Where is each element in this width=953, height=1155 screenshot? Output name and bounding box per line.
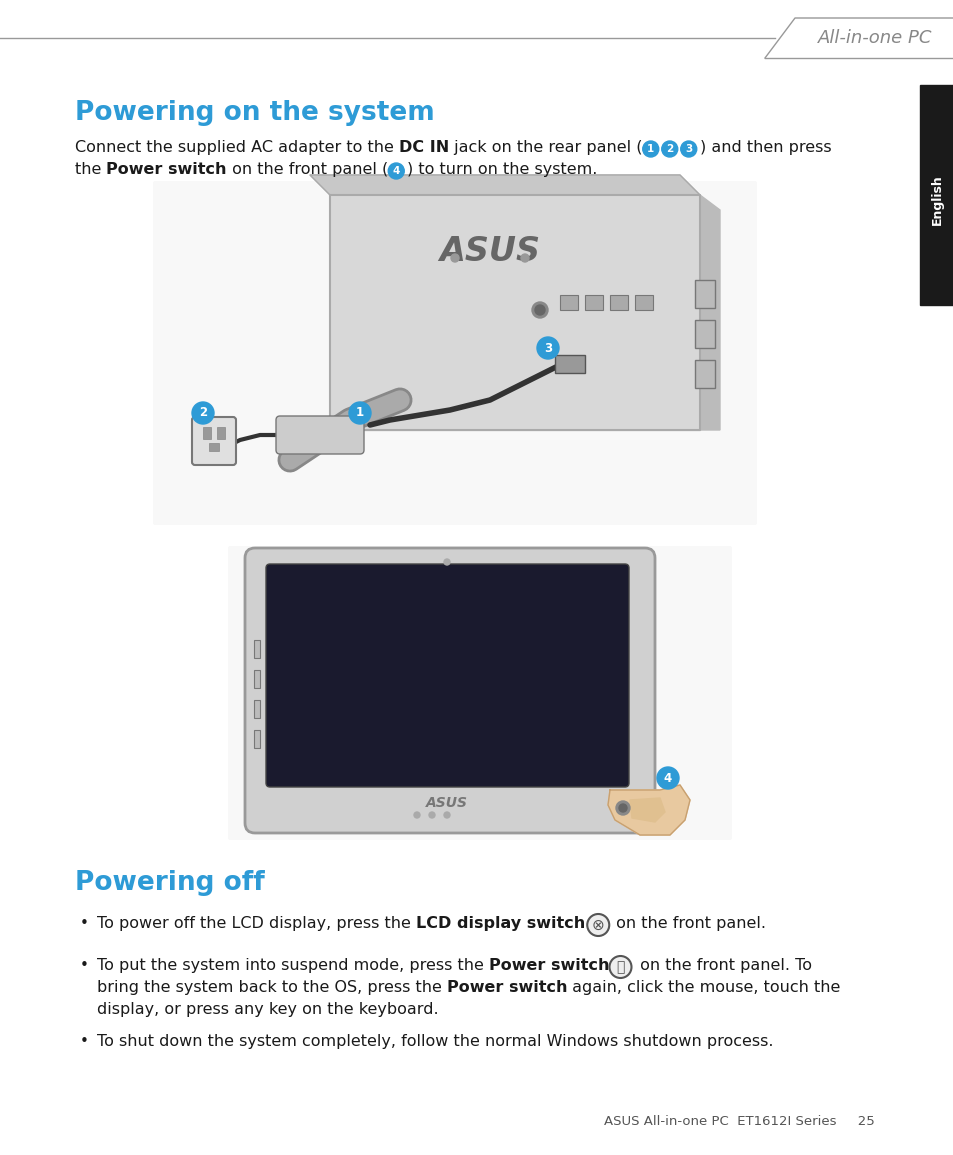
Circle shape [429, 812, 435, 818]
Circle shape [618, 804, 626, 812]
Circle shape [443, 812, 450, 818]
Circle shape [349, 402, 371, 424]
Text: display, or press any key on the keyboard.: display, or press any key on the keyboar… [97, 1003, 438, 1018]
Text: ) and then press: ) and then press [699, 140, 830, 155]
Bar [559, 295, 578, 310]
Circle shape [443, 559, 450, 565]
Text: ASUS: ASUS [439, 234, 540, 268]
Bar [203, 427, 211, 439]
Text: ) to turn on the system.: ) to turn on the system. [407, 162, 597, 177]
Circle shape [532, 301, 547, 318]
Bar [253, 700, 260, 718]
Bar [695, 360, 714, 388]
Text: DC IN: DC IN [398, 140, 449, 155]
Text: Power switch: Power switch [107, 162, 227, 177]
Text: 3: 3 [543, 342, 552, 355]
Text: Power switch: Power switch [447, 979, 567, 994]
Text: ⊗: ⊗ [591, 917, 604, 932]
FancyBboxPatch shape [152, 181, 757, 526]
Circle shape [642, 141, 659, 157]
Text: on the front panel (: on the front panel ( [227, 162, 388, 177]
Text: Powering on the system: Powering on the system [75, 100, 435, 126]
Bar [695, 280, 714, 308]
Bar [253, 730, 260, 748]
Text: ASUS All-in-one PC  ET1612I Series     25: ASUS All-in-one PC ET1612I Series 25 [603, 1115, 874, 1128]
Text: on the front panel. To: on the front panel. To [635, 957, 812, 973]
Circle shape [587, 914, 609, 936]
Text: 1: 1 [355, 407, 364, 419]
Polygon shape [607, 785, 689, 835]
Text: •: • [80, 957, 89, 973]
Text: bring the system back to the OS, press the: bring the system back to the OS, press t… [97, 979, 447, 994]
Bar [216, 427, 225, 439]
Text: 3: 3 [684, 144, 692, 154]
Bar [253, 670, 260, 688]
Text: ASUS: ASUS [426, 796, 468, 810]
FancyBboxPatch shape [228, 546, 731, 840]
Polygon shape [330, 195, 700, 430]
Circle shape [616, 802, 629, 815]
FancyBboxPatch shape [192, 417, 235, 465]
Text: 4: 4 [392, 166, 399, 176]
Circle shape [680, 141, 696, 157]
Circle shape [657, 767, 679, 789]
Text: To put the system into suspend mode, press the: To put the system into suspend mode, pre… [97, 957, 489, 973]
Circle shape [451, 254, 458, 262]
Text: Connect the supplied AC adapter to the: Connect the supplied AC adapter to the [75, 140, 398, 155]
Text: LCD display switch: LCD display switch [416, 916, 584, 931]
Text: 2: 2 [665, 144, 673, 154]
Text: To power off the LCD display, press the: To power off the LCD display, press the [97, 916, 416, 931]
Text: To shut down the system completely, follow the normal Windows shutdown process.: To shut down the system completely, foll… [97, 1034, 773, 1049]
Text: •: • [80, 1034, 89, 1049]
Circle shape [537, 337, 558, 359]
Text: 4: 4 [663, 772, 672, 784]
Circle shape [661, 141, 677, 157]
Text: the: the [75, 162, 107, 177]
Wedge shape [587, 914, 609, 936]
Circle shape [414, 812, 419, 818]
Polygon shape [700, 195, 720, 430]
Text: ⏻: ⏻ [616, 960, 624, 974]
Text: jack on the rear panel (: jack on the rear panel ( [449, 140, 642, 155]
Circle shape [192, 402, 213, 424]
Circle shape [609, 956, 631, 978]
Bar [695, 320, 714, 348]
Text: Powering off: Powering off [75, 870, 265, 896]
Text: All-in-one PC: All-in-one PC [817, 29, 931, 47]
Bar [635, 295, 652, 310]
Bar [253, 640, 260, 658]
Circle shape [520, 254, 529, 262]
Bar [919, 85, 953, 305]
FancyBboxPatch shape [245, 547, 655, 833]
Text: English: English [929, 174, 943, 225]
Text: Power switch: Power switch [489, 957, 609, 973]
Text: 1: 1 [646, 144, 654, 154]
Bar [584, 295, 602, 310]
Text: on the front panel.: on the front panel. [611, 916, 765, 931]
Bar [209, 444, 219, 450]
Polygon shape [629, 798, 664, 822]
Circle shape [388, 163, 404, 179]
FancyBboxPatch shape [275, 416, 364, 454]
Bar [555, 355, 584, 373]
Text: •: • [80, 916, 89, 931]
Text: 2: 2 [199, 407, 207, 419]
Polygon shape [764, 18, 953, 58]
Text: again, click the mouse, touch the: again, click the mouse, touch the [567, 979, 840, 994]
FancyBboxPatch shape [266, 564, 628, 787]
Bar [609, 295, 627, 310]
Polygon shape [310, 176, 700, 195]
Circle shape [535, 305, 544, 315]
